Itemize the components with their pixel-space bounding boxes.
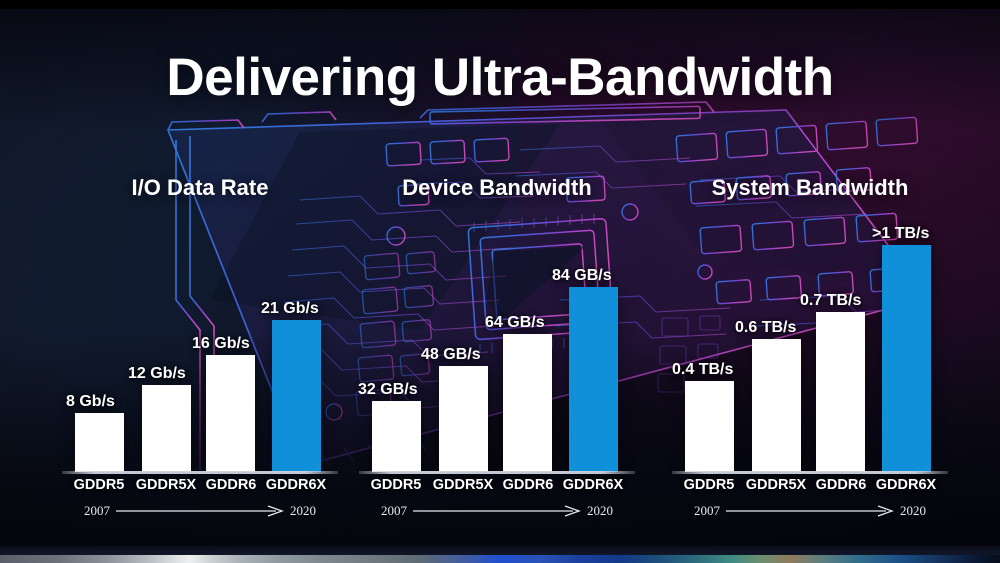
chart-panel-system-bandwidth: System Bandwidth 0.4 TB/s 0.6 TB/s 0.7 T… (660, 0, 960, 563)
bar-value-label-gddr6x: 21 Gb/s (261, 300, 319, 317)
timeline-start-year: 2007 (84, 503, 110, 518)
bar-gddr6x[interactable] (882, 245, 931, 472)
category-label-gddr6x: GDDR6X (562, 477, 624, 493)
timeline-arrow-icon (413, 505, 581, 517)
bar-value-label-gddr5x: 48 GB/s (421, 346, 481, 363)
bar-gddr5x[interactable] (439, 366, 488, 472)
timeline-arrow-icon (116, 505, 284, 517)
bar-gddr6x[interactable] (272, 320, 321, 472)
bar-value-label-gddr6x: >1 TB/s (872, 225, 930, 242)
bar-value-label-gddr5x: 0.6 TB/s (735, 319, 797, 336)
chart-plot-area: 0.4 TB/s 0.6 TB/s 0.7 TB/s >1 TB/s GDDR5… (660, 0, 960, 563)
bar-gddr6[interactable] (206, 355, 255, 472)
bar-value-label-gddr6: 64 GB/s (485, 314, 545, 331)
timeline-end-year: 2020 (900, 503, 926, 518)
timeline-start-year: 2007 (381, 503, 407, 518)
bar-gddr6x[interactable] (569, 287, 618, 472)
bar-value-label-gddr5: 0.4 TB/s (672, 361, 734, 378)
category-label-gddr6: GDDR6 (815, 477, 867, 493)
chart-plot-area: 8 Gb/s 12 Gb/s 16 Gb/s 21 Gb/s GDDR5 GDD… (50, 0, 350, 563)
bar-value-label-gddr5: 32 GB/s (358, 381, 418, 398)
bar-value-label-gddr5x: 12 Gb/s (128, 365, 186, 382)
timeline-arrow-icon (726, 505, 894, 517)
timeline-row: 2007 2020 (60, 500, 340, 522)
category-label-gddr6x: GDDR6X (265, 477, 327, 493)
chart-title: Device Bandwidth (402, 175, 592, 200)
timeline-start-year: 2007 (694, 503, 720, 518)
category-label-gddr5x: GDDR5X (432, 477, 494, 493)
bar-gddr5[interactable] (75, 413, 124, 472)
category-label-gddr5: GDDR5 (683, 477, 735, 493)
bar-gddr5x[interactable] (752, 339, 801, 472)
bar-gddr5x[interactable] (142, 385, 191, 472)
chart-panel-io-data-rate: I/O Data Rate 8 Gb/s 12 Gb/s 16 Gb/s 21 … (50, 0, 350, 563)
category-label-gddr5: GDDR5 (73, 477, 125, 493)
bar-gddr6[interactable] (816, 312, 865, 472)
chart-baseline-axis (62, 471, 338, 474)
category-label-gddr5: GDDR5 (370, 477, 422, 493)
bar-value-label-gddr5: 8 Gb/s (66, 393, 115, 410)
chart-baseline-axis (359, 471, 635, 474)
chart-panel-device-bandwidth: Device Bandwidth 32 GB/s 48 GB/s 64 GB/s… (347, 0, 647, 563)
bar-value-label-gddr6: 0.7 TB/s (800, 292, 862, 309)
chart-title: System Bandwidth (711, 175, 909, 200)
category-label-gddr6: GDDR6 (502, 477, 554, 493)
chart-plot-area: 32 GB/s 48 GB/s 64 GB/s 84 GB/s GDDR5 GD… (347, 0, 647, 563)
category-label-gddr5x: GDDR5X (135, 477, 197, 493)
timeline-row: 2007 2020 (357, 500, 637, 522)
chart-baseline-axis (672, 471, 948, 474)
chart-title: I/O Data Rate (131, 175, 269, 200)
bar-gddr6[interactable] (503, 334, 552, 472)
top-letterbox-bar (0, 0, 1000, 9)
bar-value-label-gddr6: 16 Gb/s (192, 335, 250, 352)
bar-value-label-gddr6x: 84 GB/s (552, 267, 612, 284)
bar-gddr5[interactable] (372, 401, 421, 472)
category-label-gddr5x: GDDR5X (745, 477, 807, 493)
category-label-gddr6: GDDR6 (205, 477, 257, 493)
video-filmstrip-bar[interactable] (0, 555, 1000, 563)
page-title: Delivering Ultra-Bandwidth (166, 48, 834, 107)
category-label-gddr6x: GDDR6X (875, 477, 937, 493)
timeline-end-year: 2020 (290, 503, 316, 518)
bar-gddr5[interactable] (685, 381, 734, 472)
timeline-end-year: 2020 (587, 503, 613, 518)
video-progress-backdrop (0, 546, 1000, 555)
timeline-row: 2007 2020 (670, 500, 950, 522)
